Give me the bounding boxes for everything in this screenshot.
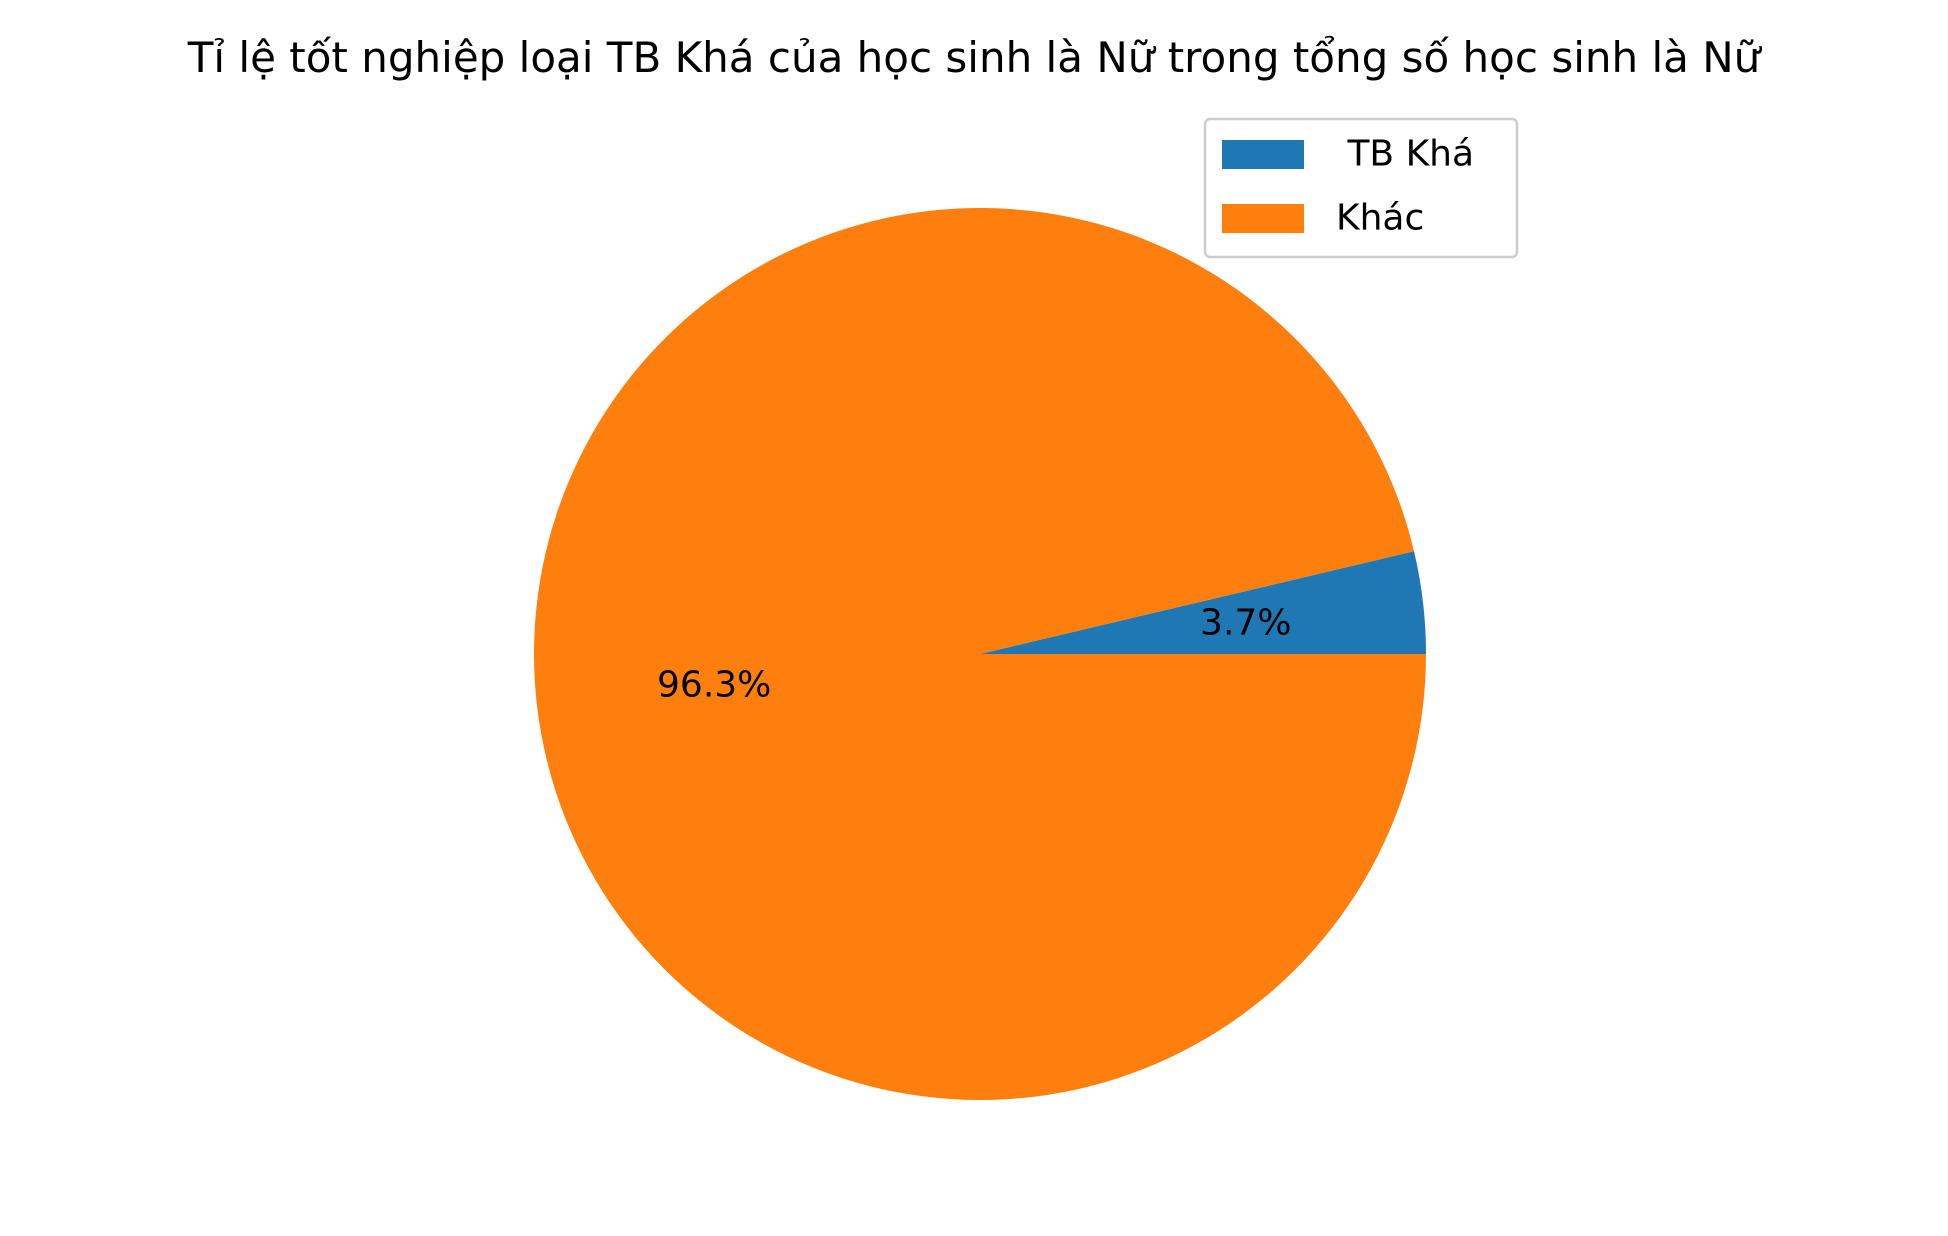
pie-value-labels: 3.7% 96.3%: [657, 602, 1292, 705]
legend-label: Khác: [1336, 198, 1424, 239]
pie-value-label: 3.7%: [1200, 602, 1291, 643]
pie-slice: [533, 208, 1426, 1101]
legend-swatch: [1222, 204, 1304, 233]
pie-slice: [980, 551, 1426, 654]
legend-items: TB Khá Khác: [1222, 134, 1474, 239]
legend: TB Khá Khác: [1203, 117, 1519, 259]
chart-title: Tỉ lệ tốt nghiệp loại TB Khá của học sin…: [187, 33, 1763, 82]
legend-label: TB Khá: [1336, 134, 1474, 175]
pie-value-label: 96.3%: [657, 665, 771, 706]
pie-slices: [533, 208, 1426, 1101]
legend-swatch: [1222, 140, 1304, 169]
